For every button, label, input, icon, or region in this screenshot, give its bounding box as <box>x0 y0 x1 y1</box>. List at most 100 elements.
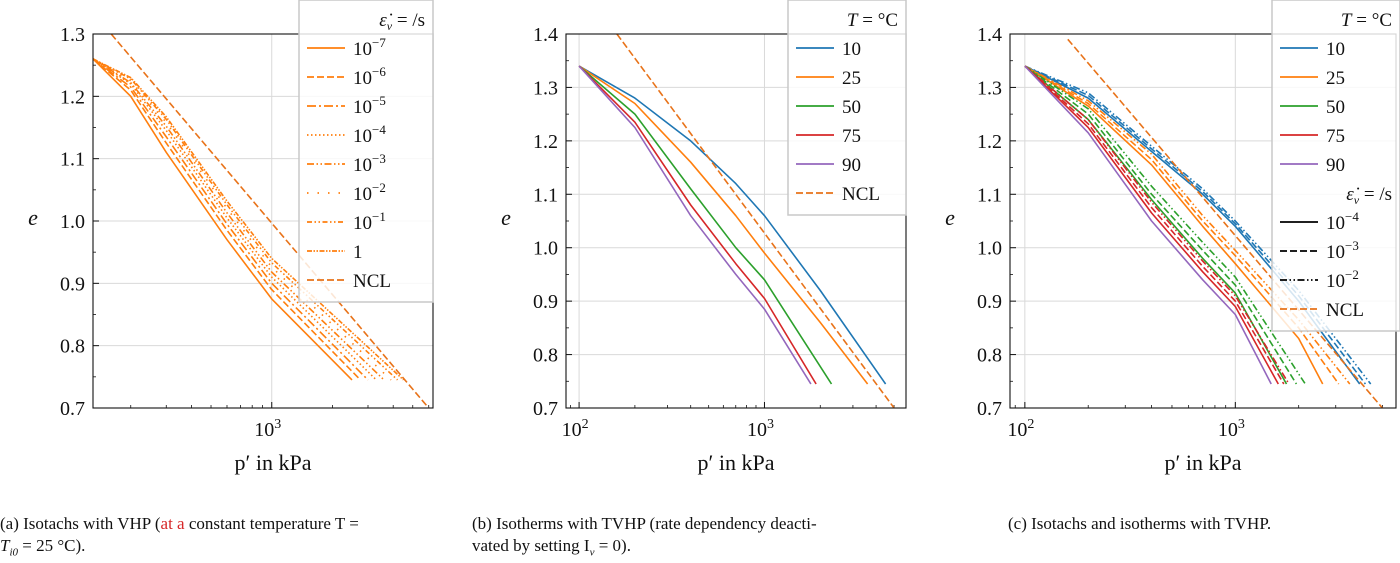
legend-entry-label: 25 <box>1326 68 1345 89</box>
legend-entry-label: 10−6 <box>353 64 386 89</box>
series-line-7 <box>93 58 405 381</box>
series-line-3 <box>1024 65 1324 385</box>
legend-entry-label: 10−1 <box>353 209 386 234</box>
caption-c: (c) Isotachs and isotherms with TVHP. <box>1008 513 1398 535</box>
caption-a-sub: i0 <box>9 546 19 559</box>
series-line-6 <box>1024 65 1288 385</box>
legend: ε̇v = /s10−7 10−6 10−5 10−4 10−3 10−2 10−1 1 NCL <box>298 0 434 303</box>
series-line-8 <box>1024 65 1306 385</box>
x-tick-label: 103 <box>254 417 281 441</box>
legend-entry-2-label: 10−2 <box>1326 267 1359 292</box>
y-tick-label: 1.1 <box>60 149 85 171</box>
legend-title: T = °C <box>1341 10 1392 31</box>
series-line-4 <box>578 65 812 385</box>
x-axis-label: p′ in kPa <box>235 450 312 475</box>
x-tick-label: 102 <box>1007 417 1034 441</box>
legend-entry-label: NCL <box>353 271 391 292</box>
legend-entry-label: 10−5 <box>353 93 386 118</box>
y-tick-label: 0.9 <box>977 291 1002 313</box>
y-tick-label: 0.8 <box>977 345 1002 367</box>
x-tick-label: 103 <box>1218 417 1245 441</box>
y-axis-label: e <box>501 205 511 230</box>
y-tick-label: 1.1 <box>977 184 1002 206</box>
y-tick-label: 1.0 <box>533 238 558 260</box>
caption-b-part3: = 0). <box>594 536 631 555</box>
x-axis-label: p′ in kPa <box>698 450 775 475</box>
y-tick-label: 1.3 <box>977 77 1002 99</box>
legend-entry-label: 50 <box>1326 97 1345 118</box>
legend-entry-label: 10 <box>842 39 861 60</box>
y-tick-label: 1.4 <box>533 24 558 46</box>
legend-entry-label: 10−2 <box>353 180 386 205</box>
chart-panel-b: 0.7 0.8 0.9 1.0 1.1 1.2 1.3 1.4 102 103 e p′ in kPa… <box>501 0 907 475</box>
series-line-ncl <box>110 34 430 408</box>
series-line-4 <box>93 58 385 381</box>
series-line-7 <box>1024 65 1298 385</box>
legend: T = °C 10 25 50 75 90 NCL <box>787 0 907 216</box>
series-line-1 <box>93 58 361 381</box>
legend-entry-label: 10−4 <box>353 122 386 147</box>
y-tick-label: 0.7 <box>533 398 558 420</box>
series-line-12 <box>1024 65 1272 385</box>
y-axis-label: e <box>28 205 38 230</box>
y-tick-label: 1.3 <box>60 24 85 46</box>
y-tick-label: 1.2 <box>60 86 85 108</box>
series-line-10 <box>1024 65 1285 385</box>
y-tick-label: 1.0 <box>977 238 1002 260</box>
series-line-2 <box>578 65 833 385</box>
caption-b-part2: vated by setting I <box>472 536 590 555</box>
series-line-1 <box>578 65 869 385</box>
caption-a-part1: (a) Isotachs with VHP ( <box>0 514 161 533</box>
legend-entry-2-label: 10−4 <box>1326 209 1359 234</box>
y-axis-label: e <box>945 205 955 230</box>
series-line-9 <box>1024 65 1279 385</box>
series-line-3 <box>578 65 817 385</box>
legend-entry-label: 10 <box>1326 39 1345 60</box>
chart-panel-a: 0.7 0.8 0.9 1.0 1.1 1.2 1.3 103 e p′ in kPa ε̇v = … <box>28 0 434 475</box>
chart-panel-c: 0.7 0.8 0.9 1.0 1.1 1.2 1.3 1.4 102 103 e p′ in kPa… <box>945 0 1400 475</box>
y-tick-label: 0.8 <box>60 336 85 358</box>
series-line-5 <box>1024 65 1351 385</box>
y-tick-label: 0.7 <box>60 398 85 420</box>
legend-title: ε̇v = /s <box>379 10 425 33</box>
y-tick-label: 0.7 <box>977 398 1002 420</box>
legend-entry-label: 90 <box>1326 155 1345 176</box>
y-tick-label: 1.4 <box>977 24 1002 46</box>
legend-entry-label: 75 <box>842 126 861 147</box>
caption-c-text: (c) Isotachs and isotherms with TVHP. <box>1008 514 1272 533</box>
legend-entry-label: 75 <box>1326 126 1345 147</box>
y-tick-label: 1.2 <box>533 131 558 153</box>
legend-entry-2-label: NCL <box>1326 300 1364 321</box>
legend-entry-label: 10−3 <box>353 151 386 176</box>
y-tick-label: 1.3 <box>533 77 558 99</box>
y-tick-label: 0.9 <box>533 291 558 313</box>
legend-entry-label: NCL <box>842 184 880 205</box>
x-tick-label: 103 <box>747 417 774 441</box>
legend: T = °C 10 25 50 75 90ε̇v = /s10−4 10−3 10−2 NCL <box>1271 0 1400 332</box>
axes-frame <box>565 33 907 409</box>
legend-entry-label: 1 <box>353 242 363 263</box>
caption-a-T: T <box>0 536 10 555</box>
x-axis-label: p′ in kPa <box>1165 450 1242 475</box>
caption-a-red: at a <box>160 514 185 533</box>
legend-entry-label: 90 <box>842 155 861 176</box>
y-tick-label: 1.2 <box>977 131 1002 153</box>
series-line-ncl <box>616 34 895 408</box>
y-tick-label: 0.9 <box>60 273 85 295</box>
series-line-6 <box>93 58 399 381</box>
legend-entry-label: 10−7 <box>353 35 386 60</box>
caption-b-sub: v <box>589 546 595 559</box>
series-line-2 <box>93 58 369 381</box>
legend-title: T = °C <box>847 10 898 31</box>
legend-entry-2-label: 10−3 <box>1326 238 1359 263</box>
legend-entry-label: 50 <box>842 97 861 118</box>
y-tick-label: 1.0 <box>60 211 85 233</box>
series-line-ncl <box>1067 38 1384 408</box>
y-tick-label: 0.8 <box>533 345 558 367</box>
x-tick-label: 102 <box>562 417 589 441</box>
caption-b-part1: (b) Isotherms with TVHP (rate dependency… <box>472 514 817 533</box>
series-line-11 <box>1024 65 1290 385</box>
legend-entry-label: 25 <box>842 68 861 89</box>
caption-a-part3: = 25 °C). <box>18 536 86 555</box>
